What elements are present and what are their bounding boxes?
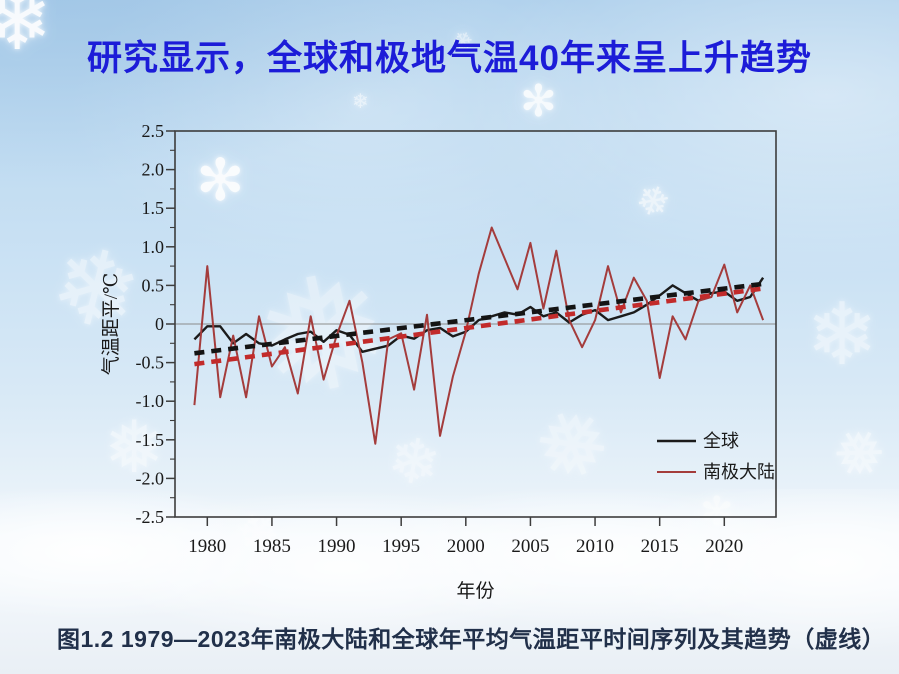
svg-text:南极大陆: 南极大陆 [703, 462, 775, 482]
svg-text:2020: 2020 [705, 536, 743, 557]
svg-text:1990: 1990 [318, 536, 356, 557]
figure-caption: 图1.2 1979—2023年南极大陆和全球年平均气温距平时间序列及其趋势（虚线… [57, 626, 886, 652]
svg-text:-1.0: -1.0 [136, 391, 165, 411]
svg-text:0.5: 0.5 [142, 275, 165, 295]
svg-text:1.0: 1.0 [142, 237, 165, 257]
svg-text:0: 0 [155, 314, 164, 334]
svg-text:-0.5: -0.5 [136, 353, 165, 373]
svg-text:-1.5: -1.5 [136, 430, 165, 450]
svg-text:2.0: 2.0 [142, 160, 165, 180]
svg-text:年份: 年份 [456, 580, 494, 602]
svg-text:1995: 1995 [382, 536, 420, 557]
svg-text:2015: 2015 [641, 536, 679, 557]
slide-title: 研究显示，全球和极地气温40年来呈上升趋势 [87, 39, 812, 78]
snow-bank [0, 489, 899, 674]
svg-text:2.5: 2.5 [142, 121, 165, 141]
svg-text:气温距平/℃: 气温距平/℃ [100, 273, 122, 376]
svg-text:全球: 全球 [703, 431, 739, 451]
svg-text:-2.5: -2.5 [136, 507, 165, 527]
svg-text:1980: 1980 [188, 536, 226, 557]
svg-text:1.5: 1.5 [142, 198, 165, 218]
svg-text:2000: 2000 [447, 536, 485, 557]
svg-text:1985: 1985 [253, 536, 291, 557]
svg-text:2010: 2010 [576, 536, 614, 557]
svg-text:-2.0: -2.0 [136, 468, 165, 488]
svg-text:2005: 2005 [511, 536, 549, 557]
